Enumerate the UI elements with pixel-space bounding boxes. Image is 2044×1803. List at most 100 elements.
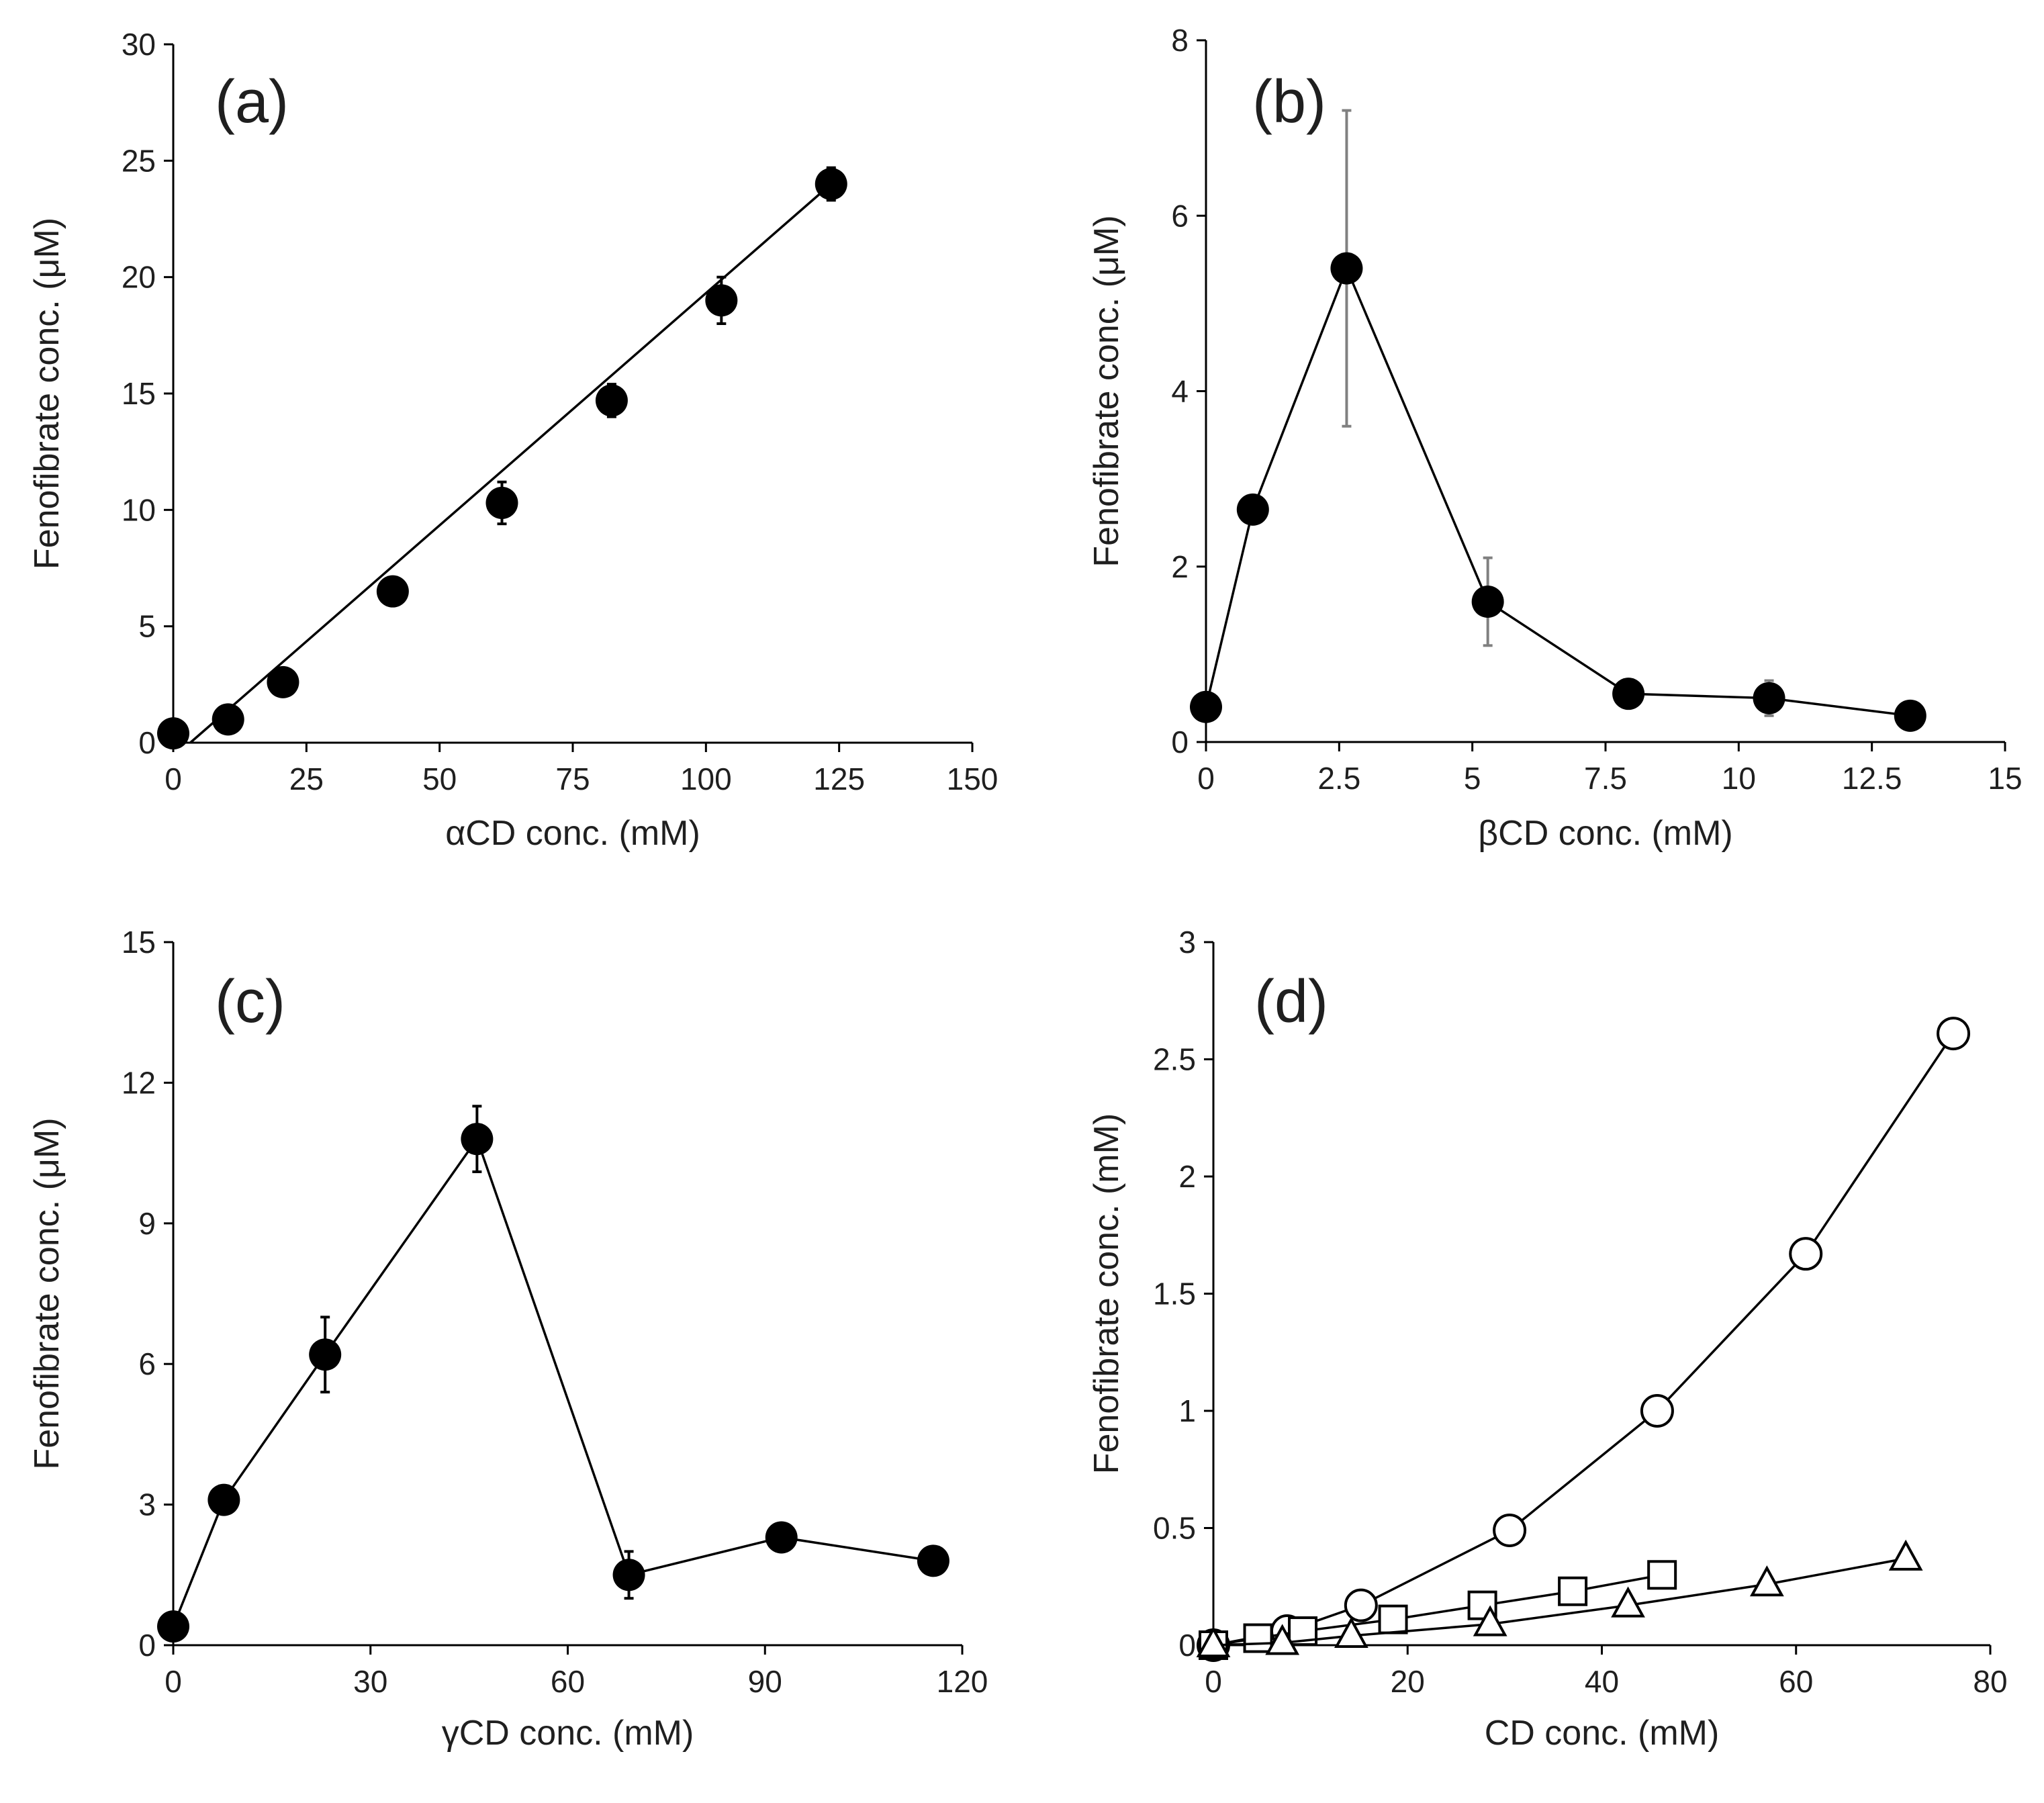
x-tick-label: 25 xyxy=(289,761,324,796)
y-tick-label: 3 xyxy=(1178,925,1196,960)
panel-label: (a) xyxy=(215,68,289,136)
data-point xyxy=(765,1521,798,1554)
y-tick-label: 10 xyxy=(122,492,156,527)
x-tick-label: 2.5 xyxy=(1317,761,1360,796)
y-tick-label: 4 xyxy=(1171,374,1189,409)
x-tick-label: 12.5 xyxy=(1842,761,1902,796)
data-point xyxy=(207,1483,240,1516)
series-line-γCD xyxy=(172,1136,934,1627)
data-point-triangle xyxy=(1749,1565,1784,1597)
x-tick-label: 75 xyxy=(555,761,590,796)
y-tick-label: 30 xyxy=(122,27,156,62)
y-tick-label: 25 xyxy=(122,143,156,178)
data-point xyxy=(1471,586,1504,618)
data-point xyxy=(267,665,299,698)
data-point xyxy=(595,384,628,417)
x-tick-label: 80 xyxy=(1973,1664,2007,1699)
data-point xyxy=(815,168,847,200)
y-axis-label: Fenofibrate conc. (μM) xyxy=(1087,215,1126,567)
data-point-square xyxy=(1243,1623,1273,1653)
data-point xyxy=(212,703,244,736)
data-point xyxy=(1330,252,1363,285)
data-point xyxy=(1236,493,1269,526)
x-tick-label: 10 xyxy=(1722,761,1756,796)
y-tick-label: 2.5 xyxy=(1153,1042,1196,1077)
x-tick-label: 5 xyxy=(1464,761,1481,796)
data-point-square xyxy=(1647,1560,1677,1590)
y-tick-label: 6 xyxy=(1171,198,1189,233)
y-tick-label: 2 xyxy=(1171,549,1189,584)
y-tick-label: 6 xyxy=(138,1346,156,1381)
panel-label: (c) xyxy=(215,968,285,1035)
x-tick-label: 20 xyxy=(1391,1664,1425,1699)
y-tick-label: 15 xyxy=(122,376,156,411)
y-tick-label: 15 xyxy=(122,925,156,960)
data-point xyxy=(1612,678,1645,710)
y-axis-label: Fenofibrate conc. (μM) xyxy=(28,1117,66,1469)
data-point xyxy=(1190,690,1222,723)
series-line-βCD xyxy=(1205,265,1911,717)
y-tick-label: 0 xyxy=(138,725,156,760)
data-point xyxy=(917,1544,949,1577)
y-tick-label: 20 xyxy=(122,260,156,295)
data-point-triangle xyxy=(1265,1624,1300,1655)
x-tick-label: 0 xyxy=(1197,761,1215,796)
data-point-circle xyxy=(1789,1237,1823,1271)
y-tick-label: 0 xyxy=(1171,725,1189,759)
x-axis-label: βCD conc. (mM) xyxy=(1478,814,1732,853)
x-tick-label: 125 xyxy=(813,761,865,796)
x-axis-label: CD conc. (mM) xyxy=(1485,1714,1720,1753)
x-tick-label: 150 xyxy=(947,761,998,796)
data-point xyxy=(612,1559,645,1591)
data-point-triangle xyxy=(1888,1539,1923,1571)
data-point xyxy=(157,1610,189,1643)
data-point-triangle xyxy=(1473,1605,1507,1636)
y-axis-label: Fenofibrate conc. (μM) xyxy=(28,218,66,569)
data-point-square xyxy=(1378,1604,1408,1634)
data-point xyxy=(309,1338,342,1371)
data-point xyxy=(376,575,409,608)
y-tick-label: 0 xyxy=(1178,1628,1196,1663)
y-tick-label: 5 xyxy=(138,609,156,644)
data-point-triangle xyxy=(1611,1586,1645,1618)
data-point-square xyxy=(1558,1576,1588,1606)
y-tick-label: 1.5 xyxy=(1153,1277,1196,1311)
data-point-triangle xyxy=(1196,1626,1231,1657)
x-tick-label: 60 xyxy=(1779,1664,1813,1699)
data-point-triangle xyxy=(1334,1616,1368,1649)
data-point-circle xyxy=(1344,1588,1378,1622)
panel-d: 0 0.5 1 1.5 2 2.5 3 0 20 40 60 80 CD conc. (mM) Fenof… xyxy=(1087,925,2008,1753)
panel-label: (d) xyxy=(1254,968,1328,1035)
y-tick-label: 12 xyxy=(122,1065,156,1100)
x-tick-label: 0 xyxy=(1205,1664,1222,1699)
panel-a: 0 5 10 15 20 25 30 0 25 50 75 100 125 150 αCD conc. (m… xyxy=(28,27,998,853)
x-tick-label: 60 xyxy=(551,1664,585,1699)
y-tick-label: 9 xyxy=(138,1206,156,1241)
data-point-square xyxy=(1467,1590,1497,1620)
series-line-circle xyxy=(1213,1033,1955,1647)
data-point xyxy=(461,1123,494,1156)
x-tick-label: 0 xyxy=(165,1664,182,1699)
x-tick-label: 15 xyxy=(1988,761,2022,796)
y-tick-label: 1 xyxy=(1178,1393,1196,1428)
x-tick-label: 90 xyxy=(748,1664,782,1699)
y-tick-label: 3 xyxy=(138,1487,156,1522)
y-tick-label: 2 xyxy=(1178,1159,1196,1194)
x-tick-label: 7.5 xyxy=(1584,761,1627,796)
x-axis-label: γCD conc. (mM) xyxy=(442,1714,694,1753)
x-tick-label: 30 xyxy=(353,1664,387,1699)
data-point-circle xyxy=(1640,1394,1674,1428)
data-point-circle xyxy=(1937,1017,1971,1051)
data-point xyxy=(485,486,518,519)
y-tick-label: 8 xyxy=(1171,23,1189,58)
x-tick-label: 40 xyxy=(1585,1664,1619,1699)
x-tick-label: 120 xyxy=(937,1664,988,1699)
x-tick-label: 0 xyxy=(165,761,182,796)
x-axis-label: αCD conc. (mM) xyxy=(445,814,700,853)
panel-label: (b) xyxy=(1252,68,1326,136)
data-point-circle xyxy=(1493,1513,1527,1547)
x-tick-label: 100 xyxy=(680,761,732,796)
data-point xyxy=(157,717,189,750)
x-tick-label: 50 xyxy=(422,761,457,796)
